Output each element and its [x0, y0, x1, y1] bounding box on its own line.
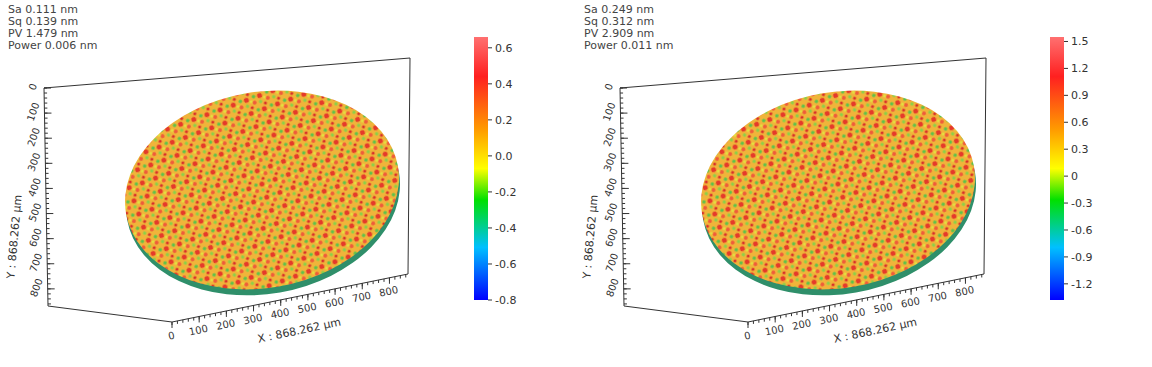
svg-text:Y : 868.262 μm: Y : 868.262 μm	[4, 194, 24, 280]
svg-text:-0.2: -0.2	[495, 186, 516, 199]
svg-text:100: 100	[188, 323, 209, 338]
svg-text:0.0: 0.0	[495, 150, 513, 163]
svg-text:500: 500	[873, 301, 894, 316]
svg-text:500: 500	[603, 201, 620, 223]
svg-text:PV 1.479 nm: PV 1.479 nm	[8, 27, 79, 40]
svg-text:0: 0	[1071, 170, 1078, 183]
svg-text:-0.3: -0.3	[1071, 197, 1092, 210]
svg-text:400: 400	[26, 176, 43, 198]
svg-text:100: 100	[25, 101, 42, 123]
svg-text:Sa 0.249 nm: Sa 0.249 nm	[584, 3, 654, 16]
svg-text:0: 0	[602, 82, 615, 92]
svg-text:800: 800	[604, 277, 621, 299]
svg-text:Power 0.011 nm: Power 0.011 nm	[584, 39, 673, 52]
svg-text:100: 100	[764, 323, 785, 338]
svg-text:300: 300	[818, 312, 839, 327]
svg-text:-0.9: -0.9	[1071, 251, 1092, 264]
svg-text:400: 400	[602, 176, 619, 198]
svg-text:800: 800	[28, 277, 45, 299]
svg-text:700: 700	[28, 252, 45, 274]
svg-text:200: 200	[215, 317, 236, 332]
svg-text:200: 200	[25, 126, 42, 148]
svg-text:700: 700	[604, 252, 621, 274]
svg-text:700: 700	[927, 290, 948, 305]
svg-text:200: 200	[601, 126, 618, 148]
svg-text:500: 500	[27, 201, 44, 223]
svg-text:300: 300	[602, 151, 619, 173]
svg-text:PV 2.909 nm: PV 2.909 nm	[584, 27, 655, 40]
svg-text:600: 600	[324, 295, 345, 310]
svg-text:Sq 0.312 nm: Sq 0.312 nm	[584, 15, 655, 28]
svg-text:-1.2: -1.2	[1071, 278, 1092, 291]
svg-text:100: 100	[601, 101, 618, 123]
svg-text:-0.6: -0.6	[495, 258, 516, 271]
svg-text:600: 600	[603, 227, 620, 249]
svg-text:600: 600	[27, 227, 44, 249]
svg-text:200: 200	[791, 317, 812, 332]
svg-text:400: 400	[270, 306, 291, 321]
svg-text:300: 300	[242, 312, 263, 327]
svg-text:0: 0	[26, 82, 39, 92]
svg-text:0.2: 0.2	[495, 114, 513, 127]
svg-text:-0.8: -0.8	[495, 294, 516, 307]
svg-text:1.2: 1.2	[1071, 62, 1089, 75]
svg-text:500: 500	[297, 301, 318, 316]
svg-text:800: 800	[954, 284, 975, 299]
svg-text:800: 800	[378, 284, 399, 299]
svg-text:-0.6: -0.6	[1071, 224, 1092, 237]
svg-text:X : 868.262 μm: X : 868.262 μm	[832, 315, 918, 345]
svg-text:0.3: 0.3	[1071, 143, 1089, 156]
svg-text:300: 300	[26, 151, 43, 173]
svg-text:0.4: 0.4	[495, 78, 513, 91]
svg-text:600: 600	[900, 295, 921, 310]
svg-text:Sa 0.111 nm: Sa 0.111 nm	[8, 3, 78, 16]
svg-text:X : 868.262 μm: X : 868.262 μm	[256, 315, 342, 345]
svg-text:Power 0.006 nm: Power 0.006 nm	[8, 39, 97, 52]
svg-text:0.9: 0.9	[1071, 89, 1089, 102]
svg-text:-0.4: -0.4	[495, 222, 516, 235]
svg-text:Y : 868.262 μm: Y : 868.262 μm	[580, 194, 600, 280]
svg-text:0.6: 0.6	[1071, 116, 1089, 129]
svg-text:0: 0	[167, 330, 176, 342]
svg-text:400: 400	[846, 306, 867, 321]
svg-text:0: 0	[743, 330, 752, 342]
svg-text:Sq 0.139 nm: Sq 0.139 nm	[8, 15, 79, 28]
svg-text:1.5: 1.5	[1071, 35, 1089, 48]
svg-text:0.6: 0.6	[495, 42, 513, 55]
svg-text:700: 700	[351, 290, 372, 305]
